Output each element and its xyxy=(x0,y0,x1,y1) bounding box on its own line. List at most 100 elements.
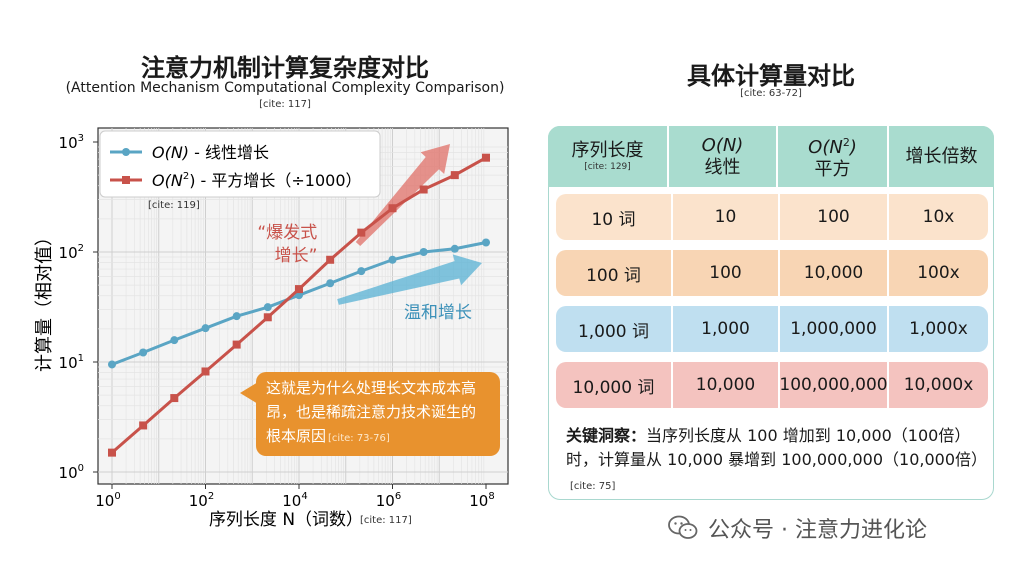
cell-quadratic: 100,000,000 xyxy=(779,362,889,408)
chart-title: 注意力机制计算复杂度对比 xyxy=(141,54,429,82)
cell-seq-length: 100 词 xyxy=(556,250,673,296)
header-seq-length: 序列长度 [cite: 129] xyxy=(548,126,669,187)
legend-marker-linear xyxy=(122,148,130,156)
watermark: 公众号 · 注意力进化论 xyxy=(668,512,927,544)
cell-growth: 10x xyxy=(922,207,955,227)
data-point-linear xyxy=(201,324,210,333)
callout-cite: [cite: 73-76] xyxy=(328,433,390,444)
y-axis-label: 计算量（相对值） xyxy=(34,228,55,372)
key-insight-text: 当序列长度从 100 增加到 10,000（100倍）时，计算量从 10,000… xyxy=(566,426,988,469)
header-quadratic-label: 平方 xyxy=(814,159,851,180)
data-point-quadratic xyxy=(232,340,241,349)
cell-seq-length: 10,000 词 xyxy=(556,362,673,408)
data-point-quadratic xyxy=(108,448,116,457)
header-quadratic: O(N2) 平方 xyxy=(778,126,889,187)
data-point-linear xyxy=(357,267,366,276)
cell-seq-length: 1,000 词 xyxy=(556,306,673,352)
legend-marker-quadratic xyxy=(122,176,130,184)
data-point-linear xyxy=(108,360,116,369)
data-point-quadratic xyxy=(357,228,366,237)
cell-seq-length: 10 词 xyxy=(556,194,673,240)
table-row: 10 词 10 100 10x xyxy=(556,194,988,240)
annotation-gentle: 温和增长 xyxy=(404,303,472,323)
data-point-linear xyxy=(263,303,272,312)
data-point-linear xyxy=(388,255,397,264)
data-point-linear xyxy=(326,279,335,288)
table-row: 1,000 词 1,000 1,000,000 1,000x xyxy=(556,306,988,352)
wechat-icon xyxy=(668,515,698,539)
data-point-quadratic xyxy=(170,394,179,403)
gentle-growth-arrow xyxy=(337,254,482,305)
table-row: 10,000 词 10,000 100,000,000 10,000x xyxy=(556,362,988,408)
cell-growth: 100x xyxy=(917,263,960,283)
y-tick-label: 101 xyxy=(59,353,84,372)
data-point-linear xyxy=(450,244,459,253)
data-point-quadratic xyxy=(419,185,428,194)
annotation-explosive-line1: “爆发式 xyxy=(257,223,317,243)
cell-linear: 1,000 xyxy=(673,306,780,352)
table-title: 具体计算量对比 xyxy=(687,62,855,90)
table-header: 序列长度 [cite: 129] O(N) 线性 O(N2) 平方 增长倍数 xyxy=(548,126,994,187)
callout-text: 这就是为什么处理长文本成本高昂，也是稀疏注意力技术诞生的根本原因 xyxy=(266,379,477,445)
cell-quadratic: 10,000 xyxy=(780,250,889,296)
header-growth-label: 增长倍数 xyxy=(905,145,978,167)
data-point-linear xyxy=(232,312,241,321)
callout-box: 这就是为什么处理长文本成本高昂，也是稀疏注意力技术诞生的根本原因 [cite: 7… xyxy=(256,372,500,456)
cell-linear: 100 xyxy=(673,250,780,296)
data-point-quadratic xyxy=(139,421,148,430)
legend-label-linear: O(N) - 线性增长 xyxy=(152,143,269,162)
data-point-linear xyxy=(295,291,303,300)
cell-growth: 10,000x xyxy=(903,375,974,395)
cell-linear: 10,000 xyxy=(673,362,780,408)
x-tick-label: 106 xyxy=(376,491,401,510)
data-point-quadratic xyxy=(295,285,303,294)
chart-title-cite: [cite: 117] xyxy=(259,99,311,110)
legend-cite: [cite: 119] xyxy=(148,200,200,211)
data-point-linear xyxy=(419,248,428,256)
data-point-quadratic xyxy=(263,313,272,322)
data-point-quadratic xyxy=(201,367,210,376)
cell-quadratic: 1,000,000 xyxy=(780,306,889,352)
header-linear-math: O(N) xyxy=(701,134,744,156)
y-tick-label: 100 xyxy=(59,463,84,482)
y-tick-label: 103 xyxy=(59,133,84,152)
key-insight-cite: [cite: 75] xyxy=(570,481,616,492)
x-axis-label: 序列长度 N（词数） xyxy=(209,510,363,530)
x-axis-label-cite: [cite: 117] xyxy=(360,515,412,526)
data-point-linear xyxy=(482,238,490,247)
cell-growth: 1,000x xyxy=(909,319,968,339)
annotation-explosive-line2: 增长” xyxy=(275,246,318,266)
table-title-cite: [cite: 63-72] xyxy=(740,88,802,99)
explosive-growth-arrow xyxy=(355,144,450,247)
series-lines xyxy=(108,153,490,457)
legend-box xyxy=(99,130,381,198)
axis-ticks: 100 102 104 106 108 100 101 102 103 xyxy=(59,133,495,510)
chart-subtitle: (Attention Mechanism Computational Compl… xyxy=(65,80,505,96)
table-row: 100 词 100 10,000 100x xyxy=(556,250,988,296)
data-point-quadratic xyxy=(450,171,459,180)
data-point-quadratic xyxy=(482,153,490,162)
watermark-text: 公众号 · 注意力进化论 xyxy=(708,518,927,543)
data-point-quadratic xyxy=(388,204,397,213)
annotation-explosive: “爆发式 增长” xyxy=(257,223,322,266)
data-point-quadratic xyxy=(326,255,335,264)
callout-pointer xyxy=(240,382,258,404)
cell-quadratic: 100 xyxy=(780,194,889,240)
trend-arrows xyxy=(337,144,482,305)
legend-label-quadratic: O(N2) - 平方增长（÷1000） xyxy=(152,171,362,190)
cell-linear: 10 xyxy=(673,194,780,240)
x-tick-label: 104 xyxy=(282,491,307,510)
header-seq-length-cite: [cite: 129] xyxy=(584,162,631,172)
header-seq-length-label: 序列长度 xyxy=(571,140,644,161)
x-tick-label: 108 xyxy=(469,491,494,510)
data-point-linear xyxy=(170,336,179,345)
key-insight: 关键洞察：当序列长度从 100 增加到 10,000（100倍）时，计算量从 1… xyxy=(566,424,988,499)
header-linear: O(N) 线性 xyxy=(669,126,778,187)
header-growth: 增长倍数 xyxy=(889,126,994,187)
data-point-linear xyxy=(139,348,148,357)
header-linear-label: 线性 xyxy=(704,156,741,178)
legend: O(N) - 线性增长 O(N2) - 平方增长（÷1000） xyxy=(99,130,381,198)
y-tick-label: 102 xyxy=(59,243,84,262)
x-tick-label: 102 xyxy=(189,491,214,510)
